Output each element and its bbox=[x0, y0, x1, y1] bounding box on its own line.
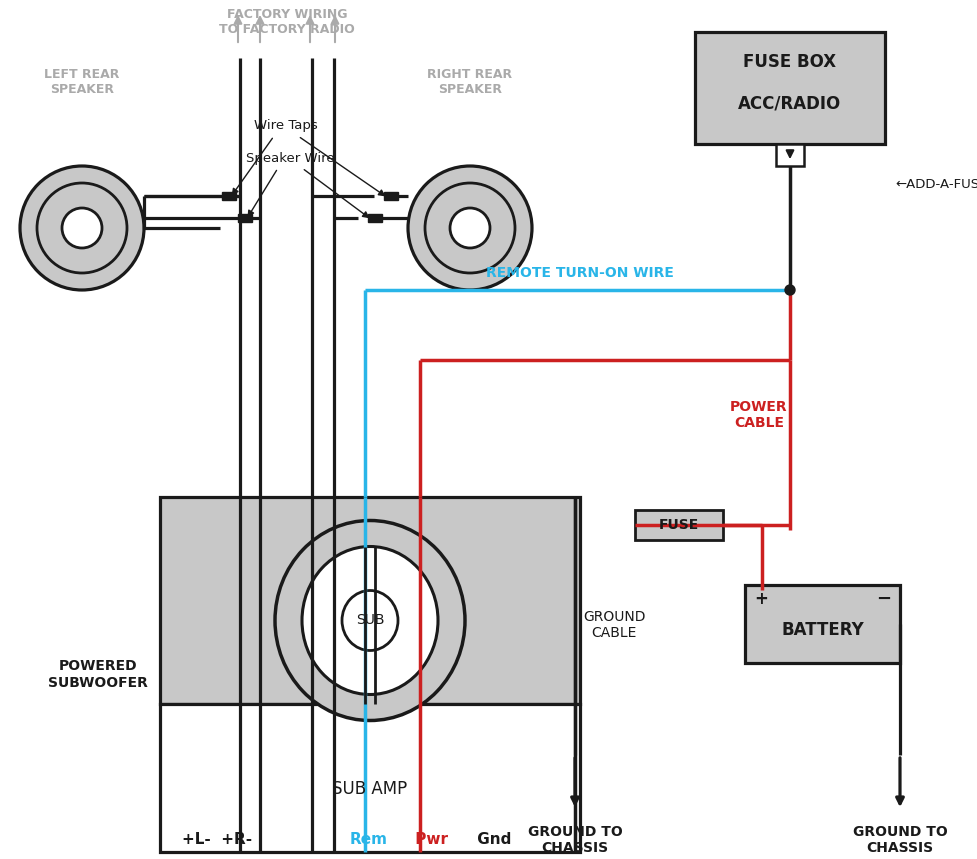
Text: FUSE BOX: FUSE BOX bbox=[743, 53, 835, 71]
Text: Wire Taps: Wire Taps bbox=[254, 119, 318, 132]
Text: RIGHT REAR
SPEAKER: RIGHT REAR SPEAKER bbox=[427, 68, 512, 96]
Circle shape bbox=[449, 208, 489, 248]
Bar bbox=[634, 510, 722, 540]
Text: POWER
CABLE: POWER CABLE bbox=[729, 400, 786, 430]
Text: SUB AMP: SUB AMP bbox=[332, 780, 407, 798]
Text: Gnd: Gnd bbox=[472, 832, 511, 847]
Bar bbox=[367, 214, 382, 222]
Text: SUB: SUB bbox=[356, 613, 384, 628]
Text: GROUND
CABLE: GROUND CABLE bbox=[582, 610, 645, 640]
Text: POWERED
SUBWOOFER: POWERED SUBWOOFER bbox=[48, 660, 148, 690]
Text: +L-  +R-: +L- +R- bbox=[182, 832, 252, 847]
Text: FACTORY WIRING
TO FACTORY RADIO: FACTORY WIRING TO FACTORY RADIO bbox=[219, 8, 355, 36]
Text: Speaker Wire: Speaker Wire bbox=[245, 152, 334, 165]
Text: Rem: Rem bbox=[350, 832, 388, 847]
Text: ←ADD-A-FUSE: ←ADD-A-FUSE bbox=[894, 178, 977, 191]
Text: GROUND TO
CHASSIS: GROUND TO CHASSIS bbox=[527, 825, 621, 856]
Text: BATTERY: BATTERY bbox=[781, 621, 863, 639]
Text: LEFT REAR
SPEAKER: LEFT REAR SPEAKER bbox=[44, 68, 119, 96]
Bar bbox=[237, 214, 252, 222]
Circle shape bbox=[20, 166, 144, 290]
Text: −: − bbox=[875, 590, 891, 608]
Text: ACC/RADIO: ACC/RADIO bbox=[738, 95, 841, 113]
Bar bbox=[222, 192, 235, 200]
Ellipse shape bbox=[342, 590, 398, 650]
Bar bbox=[160, 497, 579, 704]
Circle shape bbox=[407, 166, 531, 290]
Circle shape bbox=[62, 208, 102, 248]
Bar bbox=[695, 32, 884, 144]
Circle shape bbox=[37, 183, 127, 273]
Text: GROUND TO
CHASSIS: GROUND TO CHASSIS bbox=[852, 825, 947, 856]
Circle shape bbox=[785, 285, 794, 295]
Bar bbox=[160, 704, 579, 852]
Bar bbox=[775, 144, 803, 166]
Text: FUSE: FUSE bbox=[658, 518, 699, 532]
Text: +: + bbox=[753, 590, 767, 608]
Text: REMOTE TURN-ON WIRE: REMOTE TURN-ON WIRE bbox=[486, 266, 673, 280]
Circle shape bbox=[425, 183, 515, 273]
Bar bbox=[384, 192, 398, 200]
Ellipse shape bbox=[275, 521, 464, 721]
Text: Pwr: Pwr bbox=[409, 832, 447, 847]
Bar bbox=[744, 585, 899, 663]
Ellipse shape bbox=[302, 546, 438, 694]
